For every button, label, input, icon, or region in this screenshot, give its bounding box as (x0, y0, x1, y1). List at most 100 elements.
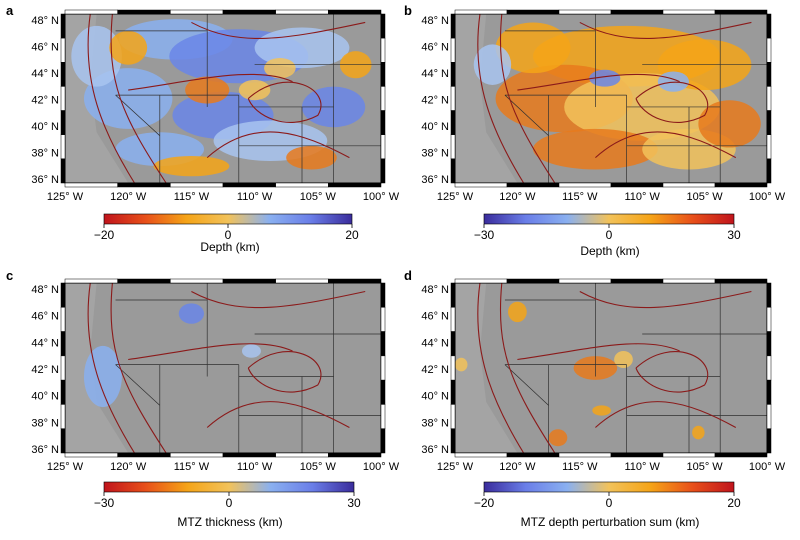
frame-scale-bar (610, 278, 664, 284)
latitude-label: 42° N (421, 364, 449, 376)
frame-scale-bar (766, 282, 772, 308)
frame-scale-bar (766, 158, 772, 184)
longitude-label: 110° W (237, 191, 273, 203)
latitude-label: 48° N (31, 15, 59, 27)
frame-scale-bar (60, 110, 66, 135)
anomaly-patch (473, 44, 512, 85)
province-boundary (517, 343, 680, 361)
anomaly-patch (71, 25, 122, 87)
frame-scale-bar (380, 428, 386, 454)
latitude-label: 40° N (31, 121, 59, 133)
colorbar-tick-label: −30 (474, 228, 495, 242)
longitude-label: 100° W (363, 461, 400, 473)
frame-scale-bar (275, 182, 329, 188)
frame-scale-bar (766, 307, 772, 332)
province-boundary (110, 14, 167, 183)
frame-scale-bar (450, 379, 456, 405)
frame-scale-bar (222, 9, 276, 15)
anomaly-patch (533, 128, 658, 170)
frame-scale-bar (662, 278, 716, 284)
frame-scale-bar (60, 86, 66, 111)
colorbar-tick-label: 30 (727, 228, 741, 242)
longitude-label: 120° W (499, 461, 536, 473)
frame-scale-bar (450, 134, 456, 160)
frame-scale-bar (117, 9, 171, 15)
frame-scale-bar (64, 452, 118, 458)
frame-scale-bar (60, 282, 66, 308)
frame-scale-bar (506, 452, 560, 458)
longitude-label: 105° W (300, 461, 337, 473)
longitude-label: 100° W (749, 461, 786, 473)
frame-scale-bar (328, 9, 382, 15)
longitude-label: 125° W (47, 191, 84, 203)
frame-scale-bar (450, 355, 456, 381)
frame-scale-bar (714, 9, 768, 15)
frame-scale-bar (450, 13, 456, 39)
anomaly-patch (264, 57, 296, 79)
colorbar-tick-label: 0 (606, 228, 613, 242)
latitude-label: 36° N (31, 174, 59, 186)
frame-scale-bar (450, 158, 456, 184)
frame-scale-bar (60, 428, 66, 454)
colorbar-tick-label: 20 (727, 496, 741, 510)
frame-scale-bar (714, 182, 768, 188)
anomaly-patch (286, 145, 337, 170)
anomaly-patch (238, 79, 271, 101)
colorbar-b-label: Depth (km) (580, 244, 640, 258)
frame-scale-bar (380, 355, 386, 381)
frame-scale-bar (60, 379, 66, 405)
state-boundary (504, 364, 549, 406)
frame-scale-bar (380, 307, 386, 332)
province-boundary (477, 283, 525, 453)
frame-scale-bar (222, 452, 276, 458)
frame-scale-bar (450, 428, 456, 454)
latitude-label: 44° N (31, 68, 59, 80)
province-boundary (191, 21, 366, 39)
frame-scale-bar (60, 355, 66, 381)
frame-scale-bar (328, 278, 382, 284)
frame-scale-bar (380, 331, 386, 357)
colorbar-tick-label: −30 (94, 496, 115, 510)
frame-scale-bar (275, 278, 329, 284)
frame-scale-bar (558, 278, 612, 284)
longitude-label: 120° W (110, 461, 147, 473)
anomaly-patch (241, 344, 261, 358)
frame-scale-bar (506, 9, 560, 15)
frame-scale-bar (766, 134, 772, 160)
frame-scale-bar (117, 452, 171, 458)
province-boundary (247, 81, 322, 123)
longitude-label: 100° W (363, 191, 400, 203)
frame-scale-bar (380, 282, 386, 308)
frame-scale-bar (380, 37, 386, 63)
longitude-label: 120° W (110, 191, 147, 203)
latitude-label: 38° N (421, 417, 449, 429)
frame-scale-bar (558, 452, 612, 458)
anomaly-patch (698, 100, 761, 148)
colorbar-tick-label: 0 (225, 228, 232, 242)
frame-scale-bar (454, 452, 508, 458)
frame-scale-bar (222, 278, 276, 284)
frame-scale-bar (662, 9, 716, 15)
frame-scale-bar (506, 278, 560, 284)
colorbar-d (483, 481, 735, 493)
frame-scale-bar (60, 307, 66, 332)
province-boundary (499, 283, 556, 453)
frame-scale-bar (64, 9, 118, 15)
longitude-label: 115° W (174, 461, 210, 473)
frame-scale-bar (450, 331, 456, 357)
frame-scale-bar (610, 452, 664, 458)
colorbar-d-label: MTZ depth perturbation sum (km) (520, 515, 700, 529)
latitude-label: 46° N (31, 42, 59, 54)
frame-scale-bar (766, 379, 772, 405)
province-boundary (110, 283, 167, 453)
longitude-label: 125° W (437, 461, 474, 473)
province-boundary (499, 14, 556, 183)
latitude-label: 46° N (421, 311, 449, 323)
frame-scale-bar (766, 86, 772, 111)
latitude-label: 36° N (31, 444, 59, 456)
frame-scale-bar (60, 134, 66, 160)
latitude-label: 40° N (31, 391, 59, 403)
frame-scale-bar (766, 331, 772, 357)
frame-scale-bar (380, 62, 386, 87)
